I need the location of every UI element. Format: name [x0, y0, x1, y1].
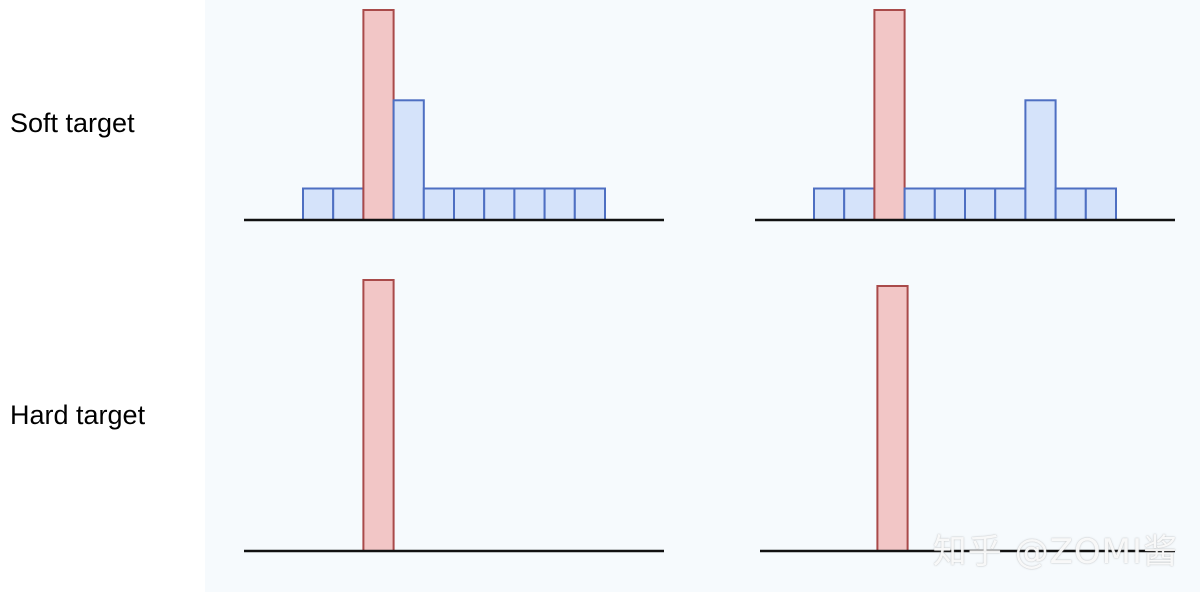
- other-class-bar: [994, 187, 1027, 221]
- bar-chart-1: [244, 9, 664, 222]
- other-class-bar: [302, 187, 335, 221]
- other-class-bar: [332, 187, 365, 221]
- other-class-bar: [1054, 187, 1087, 221]
- other-class-bar: [1024, 99, 1057, 221]
- other-class-bar: [964, 187, 997, 221]
- other-class-bar: [903, 187, 936, 221]
- target-class-bar: [876, 285, 909, 552]
- other-class-bar: [1084, 187, 1118, 221]
- bar-chart-3: [244, 279, 664, 553]
- hard-target-label: Hard target: [10, 400, 146, 430]
- other-class-bar: [573, 187, 606, 221]
- watermark: 知乎 @ZOMI酱: [932, 532, 1178, 572]
- other-class-bar: [392, 99, 425, 221]
- other-class-bar: [422, 187, 455, 221]
- target-class-bar: [873, 9, 906, 221]
- other-class-bar: [453, 187, 486, 221]
- bar-chart-4: [760, 285, 1175, 553]
- bar-chart-2: [755, 9, 1175, 222]
- other-class-bar: [933, 187, 966, 221]
- other-class-bar: [483, 187, 516, 221]
- target-class-bar: [362, 279, 395, 552]
- other-class-bar: [543, 187, 576, 221]
- other-class-bar: [843, 187, 876, 221]
- soft-target-label: Soft target: [10, 108, 135, 138]
- other-class-bar: [513, 187, 546, 221]
- target-class-bar: [362, 9, 395, 221]
- other-class-bar: [813, 187, 846, 221]
